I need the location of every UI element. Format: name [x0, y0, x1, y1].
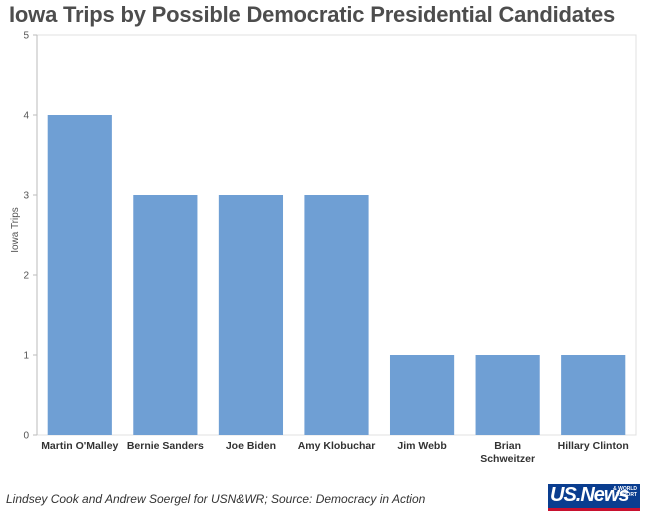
y-tick-label: 0 — [23, 431, 29, 442]
chart-bars — [47, 115, 626, 435]
y-axis-label: Iowa Trips — [10, 207, 21, 253]
bar — [475, 355, 540, 435]
x-axis-labels: Martin O'Malley Bernie Sanders Joe Biden Am… — [41, 440, 629, 465]
bar — [47, 115, 112, 435]
y-tick-label: 4 — [23, 111, 29, 122]
x-tick-label: Hillary Clinton — [558, 440, 629, 452]
logo-wordmark: US.News — [550, 484, 630, 506]
usnews-logo: US.News & WORLD REPORT — [548, 484, 640, 511]
bar — [561, 355, 626, 435]
x-tick-label: Bernie Sanders — [127, 440, 204, 452]
x-tick-label: Martin O'Malley — [41, 440, 118, 452]
logo-subtext: & WORLD REPORT — [613, 486, 637, 498]
x-tick-label: Joe Biden — [226, 440, 276, 452]
bar — [218, 195, 284, 435]
y-axis-ticks: 0 1 2 3 4 5 — [23, 31, 37, 442]
y-tick-label: 3 — [23, 191, 29, 202]
source-credit: Lindsey Cook and Andrew Soergel for USN&… — [6, 492, 426, 506]
x-tick-label: Jim Webb — [397, 440, 446, 452]
y-tick-label: 5 — [23, 31, 29, 42]
bar — [133, 195, 198, 435]
x-tick-label: Amy Klobuchar — [298, 440, 376, 452]
y-tick-label: 2 — [23, 271, 29, 282]
bar — [304, 195, 369, 435]
chart-title: Iowa Trips by Possible Democratic Presid… — [9, 2, 616, 27]
bar — [389, 355, 455, 435]
x-tick-label: Brian Schweitzer — [480, 440, 535, 465]
y-tick-label: 1 — [23, 351, 29, 362]
